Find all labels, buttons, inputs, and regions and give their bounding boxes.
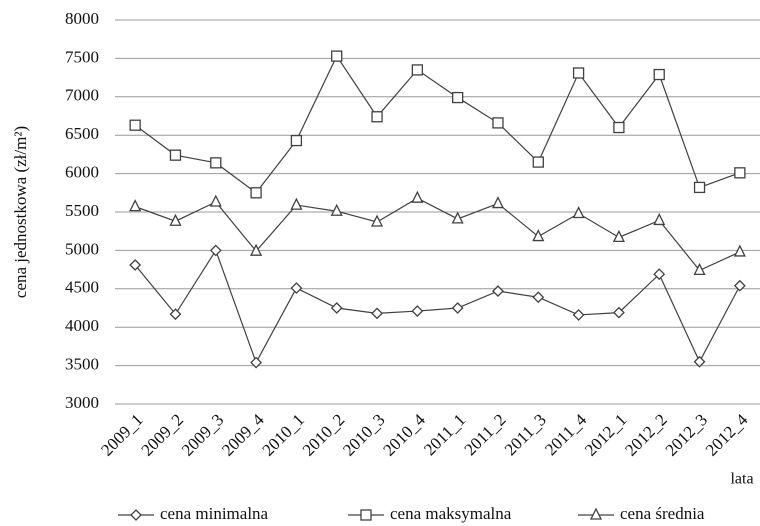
- y-tick-label: 5000: [65, 239, 99, 258]
- x-tick-label: 2012_3: [662, 410, 711, 459]
- series-line: [134, 249, 741, 364]
- y-tick-label: 7500: [65, 47, 99, 66]
- y-tick-label: 3500: [65, 355, 99, 374]
- x-tick-label: 2011_4: [541, 410, 590, 459]
- x-tick-label: 2012_2: [621, 410, 670, 459]
- data-point: [693, 262, 706, 276]
- data-point: [572, 67, 585, 79]
- x-tick-label: 2009_2: [138, 410, 187, 459]
- data-point: [653, 268, 666, 281]
- y-tick-label: 4500: [65, 278, 99, 297]
- data-point: [209, 194, 222, 207]
- data-point: [129, 199, 142, 212]
- data-point: [331, 50, 343, 62]
- series-line: [134, 54, 741, 194]
- y-tick-label: 6500: [65, 124, 99, 143]
- y-tick-label: 3000: [65, 393, 99, 412]
- data-point: [411, 305, 424, 317]
- data-point: [290, 134, 303, 147]
- x-tick-label: 2011_3: [501, 410, 550, 459]
- data-point: [612, 306, 625, 319]
- data-point: [330, 302, 343, 314]
- data-point: [210, 157, 222, 169]
- data-point: [250, 243, 263, 256]
- y-tick-label: 6000: [65, 163, 99, 182]
- x-tick-label: 2011_2: [461, 410, 510, 459]
- x-tick-label: 2009_3: [178, 410, 227, 459]
- x-tick-label: 2010_2: [299, 410, 348, 459]
- x-axis-label: lata: [730, 471, 753, 488]
- data-point: [330, 203, 343, 216]
- data-point: [250, 356, 263, 369]
- y-tick-label: 8000: [65, 9, 99, 28]
- data-point: [492, 285, 504, 298]
- data-point: [129, 119, 141, 131]
- data-point: [653, 68, 665, 81]
- legend-marker: [589, 507, 603, 520]
- legend-label: cena minimalna: [160, 504, 269, 523]
- data-point: [532, 291, 545, 304]
- x-tick-label: 2010_1: [258, 410, 307, 459]
- data-point: [250, 187, 262, 199]
- data-point: [371, 111, 383, 123]
- data-point: [653, 212, 666, 226]
- data-point: [572, 206, 585, 219]
- data-point: [532, 229, 545, 242]
- data-point: [492, 117, 504, 129]
- data-point: [693, 355, 706, 368]
- x-tick-label: 2010_4: [379, 410, 429, 460]
- data-point: [734, 167, 746, 179]
- x-tick-label: 2012_1: [581, 410, 630, 459]
- y-tick-label: 7000: [65, 86, 99, 105]
- data-point: [371, 307, 383, 320]
- series-line: [134, 197, 741, 272]
- data-point: [411, 190, 424, 203]
- y-tick-label: 5500: [65, 201, 99, 220]
- x-tick-label: 2010_3: [339, 410, 388, 459]
- legend-marker: [130, 509, 142, 521]
- data-point: [733, 279, 746, 292]
- y-tick-label: 4000: [65, 316, 99, 335]
- data-point: [733, 244, 746, 257]
- data-point: [693, 181, 706, 194]
- data-point: [452, 91, 464, 104]
- data-point: [451, 211, 464, 224]
- data-point: [411, 64, 423, 76]
- data-point: [572, 308, 585, 321]
- x-tick-label: 2009_1: [97, 410, 146, 459]
- data-point: [290, 282, 303, 294]
- y-axis-label: cena jednostkowa (zł/m²): [11, 126, 30, 298]
- data-point: [612, 229, 625, 242]
- legend-label: cena średnia: [620, 504, 705, 523]
- data-point: [169, 149, 182, 161]
- x-tick-label: 2011_1: [420, 410, 469, 459]
- data-point: [451, 302, 464, 314]
- data-point: [290, 197, 303, 210]
- legend-label: cena maksymalna: [390, 504, 512, 523]
- data-point: [532, 156, 544, 168]
- data-point: [209, 244, 222, 257]
- x-tick-label: 2012_4: [702, 410, 752, 460]
- data-point: [613, 121, 625, 134]
- legend-marker: [360, 509, 372, 521]
- x-tick-label: 2009_4: [218, 410, 268, 460]
- data-point: [129, 259, 142, 271]
- data-point: [169, 308, 182, 321]
- data-point: [491, 196, 505, 209]
- data-point: [370, 214, 384, 227]
- data-point: [169, 213, 182, 226]
